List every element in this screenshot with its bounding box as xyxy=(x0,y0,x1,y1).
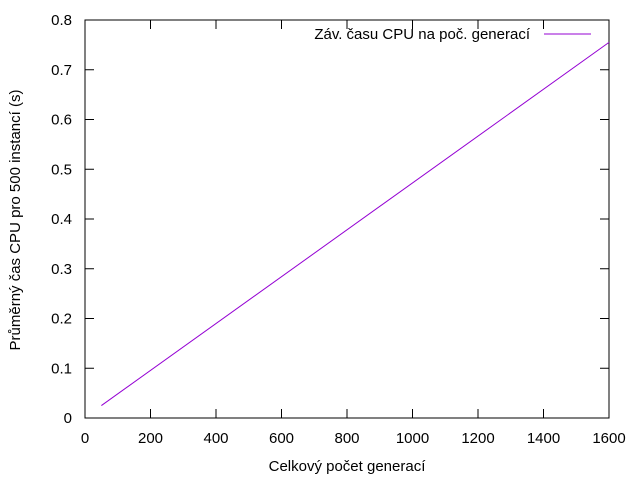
legend-label: Záv. času CPU na poč. generací xyxy=(314,26,530,43)
y-tick-label: 0.8 xyxy=(51,12,72,29)
x-tick-label: 1200 xyxy=(461,430,494,447)
y-tick-label: 0.2 xyxy=(51,311,72,328)
x-tick-label: 800 xyxy=(334,430,359,447)
x-tick-label: 1600 xyxy=(592,430,625,447)
y-tick-label: 0.3 xyxy=(51,261,72,278)
axis-tick-labels: 0 200 400 600 800 1000 1200 1400 1600 0 0.1 0.2 0.3 0… xyxy=(51,12,626,447)
legend: Záv. času CPU na poč. generací xyxy=(314,26,591,43)
y-tick-label: 0.1 xyxy=(51,360,72,377)
y-tick-label: 0.7 xyxy=(51,62,72,79)
x-tick-label: 200 xyxy=(138,430,163,447)
x-axis-label: Celkový počet generací xyxy=(269,458,427,475)
y-axis-label: Průměrný čas CPU pro 500 instancí (s) xyxy=(7,90,24,351)
x-tick-label: 400 xyxy=(203,430,228,447)
axis-ticks xyxy=(84,19,610,419)
x-tick-label: 600 xyxy=(269,430,294,447)
x-tick-label: 1000 xyxy=(396,430,429,447)
y-tick-label: 0.4 xyxy=(51,211,72,228)
x-tick-label: 1400 xyxy=(527,430,560,447)
y-tick-label: 0.6 xyxy=(51,112,72,129)
y-tick-label: 0 xyxy=(64,410,72,427)
plot-frame xyxy=(84,19,610,419)
x-tick-label: 0 xyxy=(81,430,89,447)
series-line xyxy=(101,41,610,406)
y-tick-label: 0.5 xyxy=(51,161,72,178)
series-lines xyxy=(101,41,610,406)
